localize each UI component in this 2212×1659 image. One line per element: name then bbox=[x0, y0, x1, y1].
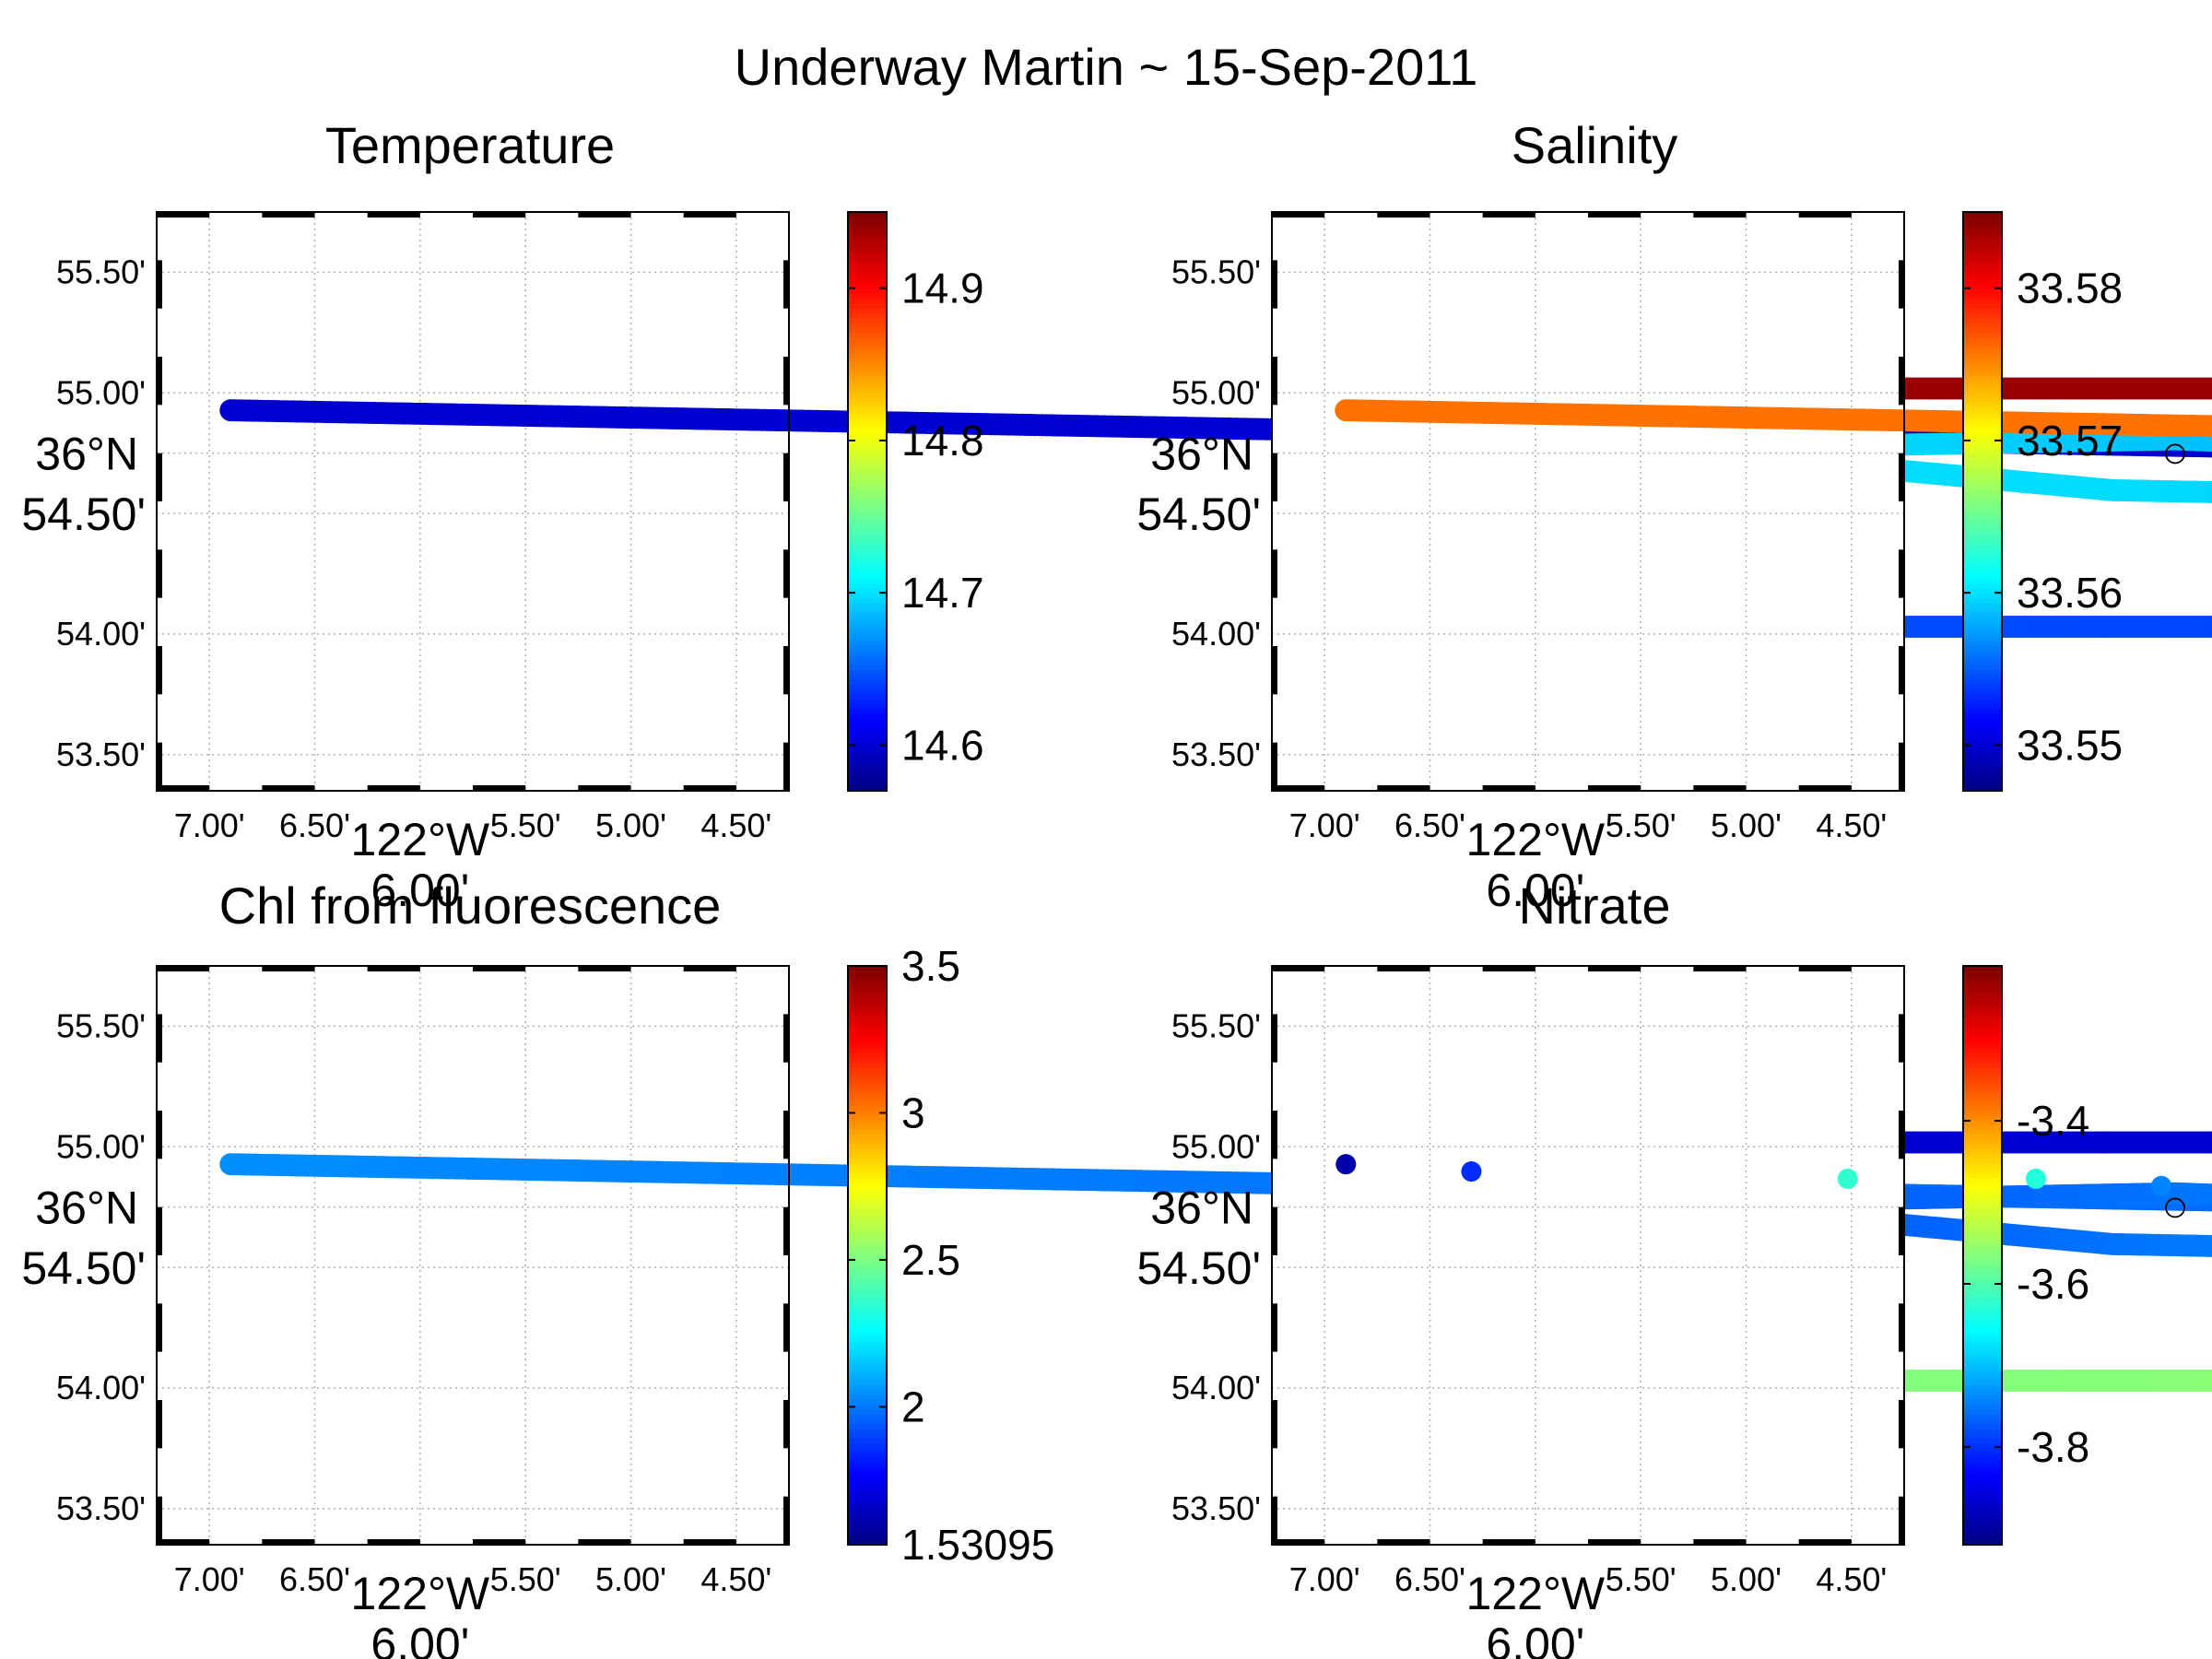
plot-area bbox=[157, 212, 789, 791]
